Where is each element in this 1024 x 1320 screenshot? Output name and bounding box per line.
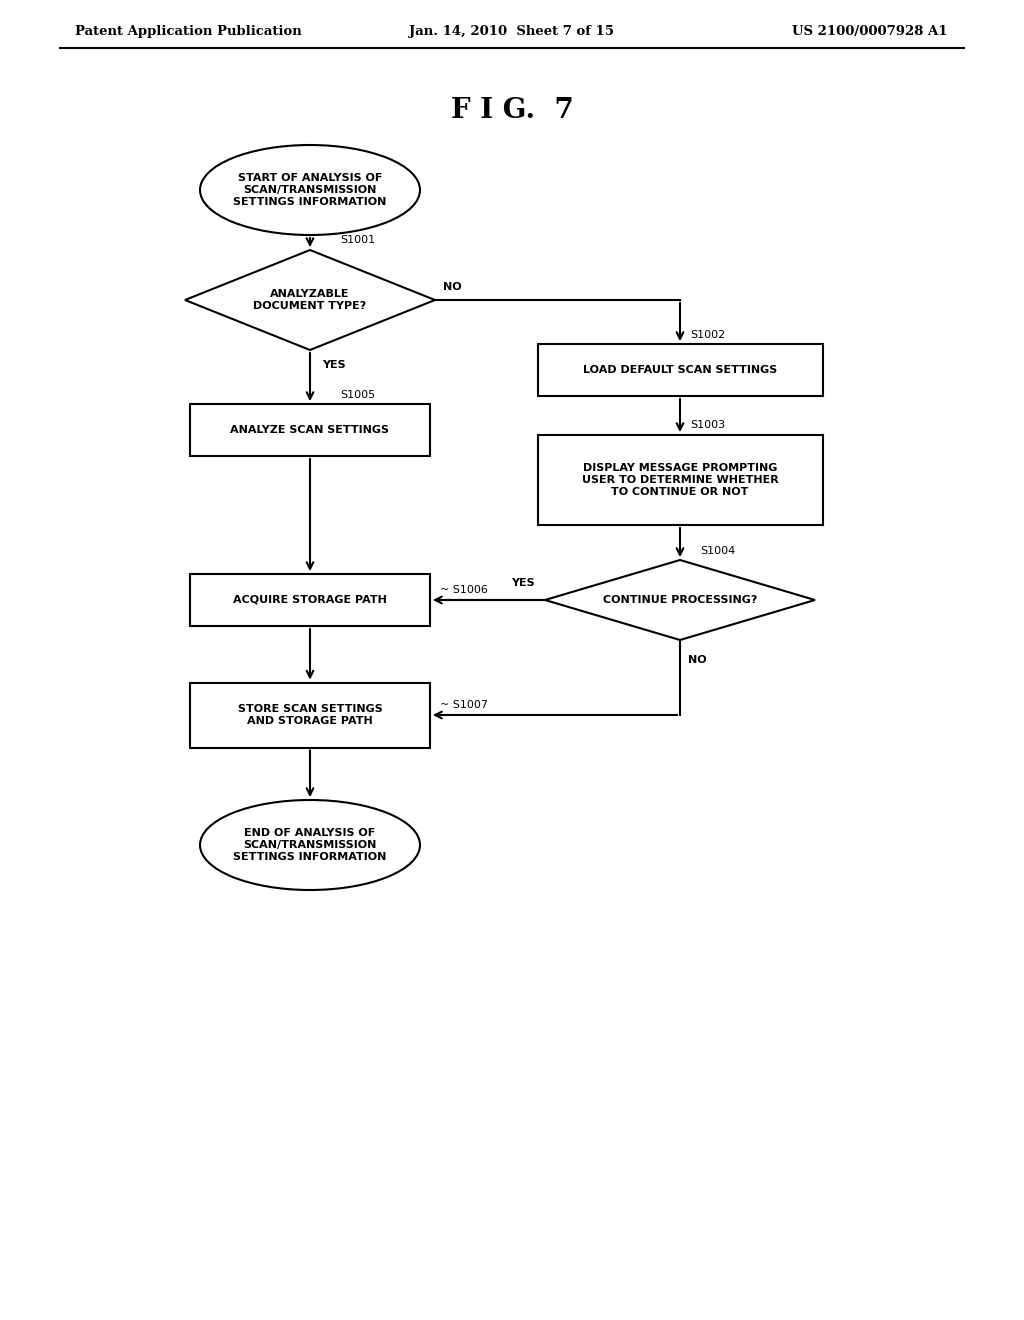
Text: ~ S1006: ~ S1006 bbox=[440, 585, 487, 595]
Bar bbox=[538, 345, 822, 396]
Text: S1005: S1005 bbox=[340, 389, 375, 400]
Bar bbox=[190, 574, 430, 626]
Text: ACQUIRE STORAGE PATH: ACQUIRE STORAGE PATH bbox=[233, 595, 387, 605]
Text: S1002: S1002 bbox=[690, 330, 725, 341]
Bar bbox=[190, 682, 430, 747]
Text: S1004: S1004 bbox=[700, 546, 735, 556]
Text: ANALYZABLE
DOCUMENT TYPE?: ANALYZABLE DOCUMENT TYPE? bbox=[253, 289, 367, 312]
Text: Patent Application Publication: Patent Application Publication bbox=[75, 25, 302, 38]
Text: START OF ANALYSIS OF
SCAN/TRANSMISSION
SETTINGS INFORMATION: START OF ANALYSIS OF SCAN/TRANSMISSION S… bbox=[233, 173, 387, 207]
Text: S1001: S1001 bbox=[340, 235, 375, 246]
Text: NO: NO bbox=[688, 655, 707, 665]
Text: Jan. 14, 2010  Sheet 7 of 15: Jan. 14, 2010 Sheet 7 of 15 bbox=[410, 25, 614, 38]
Text: S1003: S1003 bbox=[690, 420, 725, 430]
Text: CONTINUE PROCESSING?: CONTINUE PROCESSING? bbox=[603, 595, 757, 605]
Text: ~ S1007: ~ S1007 bbox=[440, 700, 488, 710]
Text: END OF ANALYSIS OF
SCAN/TRANSMISSION
SETTINGS INFORMATION: END OF ANALYSIS OF SCAN/TRANSMISSION SET… bbox=[233, 828, 387, 862]
Text: F I G.  7: F I G. 7 bbox=[451, 96, 573, 124]
Text: DISPLAY MESSAGE PROMPTING
USER TO DETERMINE WHETHER
TO CONTINUE OR NOT: DISPLAY MESSAGE PROMPTING USER TO DETERM… bbox=[582, 462, 778, 498]
Text: US 2100/0007928 A1: US 2100/0007928 A1 bbox=[793, 25, 948, 38]
Bar bbox=[190, 404, 430, 455]
Text: STORE SCAN SETTINGS
AND STORAGE PATH: STORE SCAN SETTINGS AND STORAGE PATH bbox=[238, 704, 382, 726]
Text: ANALYZE SCAN SETTINGS: ANALYZE SCAN SETTINGS bbox=[230, 425, 389, 436]
Text: NO: NO bbox=[443, 282, 462, 292]
Text: LOAD DEFAULT SCAN SETTINGS: LOAD DEFAULT SCAN SETTINGS bbox=[583, 366, 777, 375]
Text: YES: YES bbox=[511, 578, 535, 587]
Bar bbox=[538, 436, 822, 525]
Text: YES: YES bbox=[322, 360, 346, 370]
